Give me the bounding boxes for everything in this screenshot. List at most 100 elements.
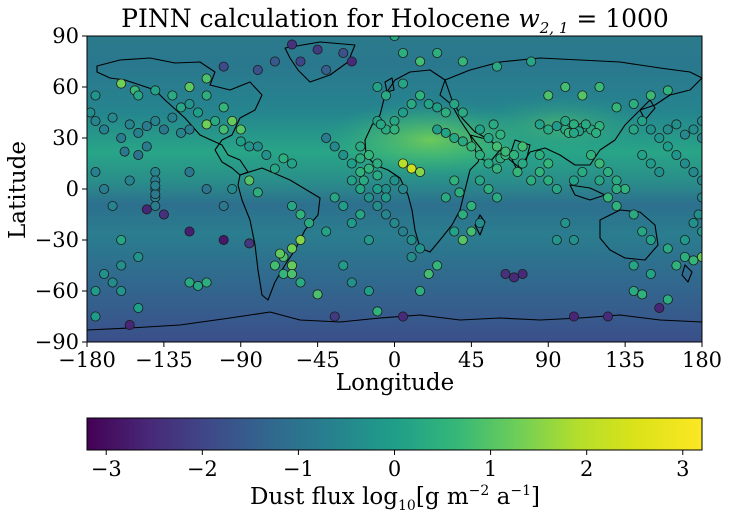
- site-marker: [389, 116, 400, 127]
- site-marker: [261, 149, 272, 160]
- site-marker: [184, 99, 195, 110]
- site-marker: [358, 175, 369, 186]
- site-marker: [235, 136, 246, 147]
- site-marker: [338, 260, 349, 271]
- site-marker: [697, 175, 702, 186]
- site-marker: [99, 183, 110, 194]
- site-marker: [150, 166, 161, 177]
- site-marker: [372, 306, 383, 317]
- site-marker: [133, 251, 144, 262]
- site-marker: [628, 124, 639, 135]
- site-marker: [346, 217, 357, 228]
- site-marker: [167, 90, 178, 101]
- site-marker: [509, 272, 520, 283]
- y-tick-label: 90: [52, 24, 79, 48]
- site-marker: [141, 204, 152, 215]
- site-marker: [133, 127, 144, 138]
- site-marker: [432, 48, 443, 59]
- site-marker: [586, 149, 597, 160]
- site-marker: [594, 158, 605, 169]
- site-marker: [697, 133, 702, 143]
- site-marker: [397, 311, 408, 322]
- site-marker: [286, 200, 297, 211]
- y-tick-label: −90: [35, 330, 79, 354]
- site-marker: [150, 200, 161, 211]
- site-marker: [150, 189, 161, 200]
- site-marker: [150, 85, 161, 96]
- site-marker: [380, 192, 391, 203]
- site-marker: [116, 234, 127, 245]
- site-marker: [363, 163, 374, 174]
- site-marker: [192, 107, 203, 118]
- site-marker: [551, 234, 562, 245]
- site-marker: [628, 99, 639, 110]
- site-marker: [372, 200, 383, 211]
- site-marker: [90, 311, 101, 322]
- site-marker: [227, 183, 238, 194]
- site-marker: [491, 192, 502, 203]
- site-marker: [491, 141, 502, 152]
- x-tick-label: −90: [219, 348, 263, 372]
- site-marker: [286, 268, 297, 279]
- site-marker: [415, 243, 426, 254]
- site-marker: [90, 116, 101, 127]
- site-marker: [415, 90, 426, 101]
- site-marker: [99, 124, 110, 135]
- site-marker: [397, 158, 408, 169]
- site-marker: [611, 200, 622, 211]
- site-marker: [568, 127, 579, 138]
- site-marker: [432, 260, 443, 271]
- site-marker: [432, 124, 443, 135]
- site-marker: [184, 166, 195, 177]
- site-marker: [697, 226, 702, 237]
- site-marker: [491, 61, 502, 72]
- site-marker: [517, 268, 528, 279]
- x-tick-label: −135: [135, 348, 193, 372]
- x-tick-label: −45: [295, 348, 339, 372]
- site-marker: [269, 56, 280, 67]
- site-marker: [611, 183, 622, 194]
- site-marker: [201, 277, 212, 288]
- site-marker: [543, 90, 554, 101]
- site-marker: [286, 39, 297, 50]
- site-marker: [483, 158, 494, 169]
- site-marker: [654, 166, 665, 177]
- site-marker: [654, 302, 665, 313]
- site-marker: [406, 234, 417, 245]
- site-marker: [218, 102, 229, 113]
- site-marker: [346, 175, 357, 186]
- site-marker: [628, 209, 639, 220]
- site-marker: [637, 116, 648, 127]
- site-marker: [312, 289, 323, 300]
- site-marker: [449, 175, 460, 186]
- site-marker: [355, 141, 366, 152]
- site-marker: [175, 102, 186, 113]
- site-marker: [577, 90, 588, 101]
- site-marker: [697, 116, 702, 126]
- site-marker: [415, 166, 426, 177]
- site-marker: [218, 124, 229, 135]
- site-marker: [363, 285, 374, 296]
- site-marker: [645, 268, 656, 279]
- site-marker: [679, 234, 690, 245]
- site-marker: [124, 319, 135, 330]
- site-marker: [534, 149, 545, 160]
- australia-coastline: [599, 209, 659, 261]
- y-tick-label: −60: [35, 279, 79, 303]
- site-marker: [406, 163, 417, 174]
- site-marker: [346, 277, 357, 288]
- map-area: [87, 36, 702, 342]
- site-marker: [192, 280, 203, 291]
- site-marker: [645, 124, 656, 135]
- site-marker: [175, 127, 186, 138]
- site-marker: [363, 192, 374, 203]
- site-marker: [218, 234, 229, 245]
- site-marker: [380, 183, 391, 194]
- site-marker: [286, 158, 297, 169]
- site-marker: [551, 183, 562, 194]
- site-marker: [543, 124, 554, 135]
- site-marker: [295, 209, 306, 220]
- site-marker: [244, 175, 255, 186]
- x-tick-label: −180: [58, 348, 116, 372]
- colorbar: [86, 417, 703, 451]
